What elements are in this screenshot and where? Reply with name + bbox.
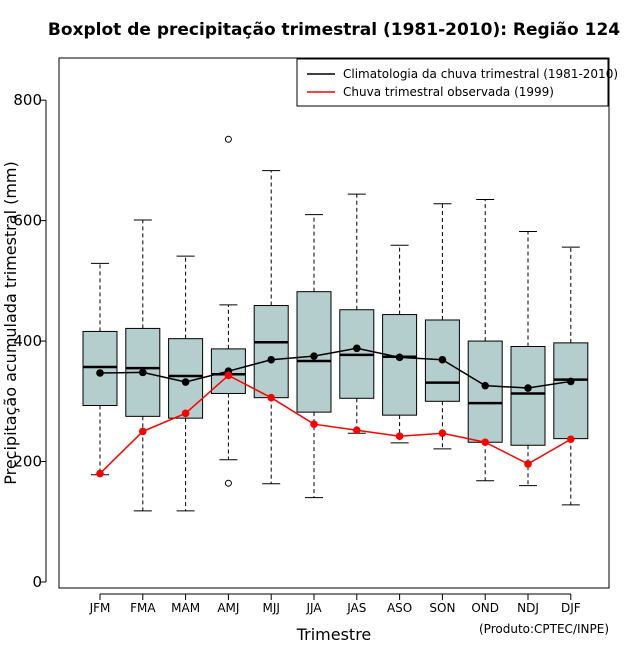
y-axis-title: Precipitação acumulada trimestral (mm) (1, 161, 20, 485)
x-tick-label: SON (429, 601, 455, 615)
y-tick-label: 0 (32, 573, 42, 591)
x-tick-label: NDJ (517, 601, 539, 615)
series-point (96, 369, 104, 377)
y-tick-label: 600 (13, 212, 42, 230)
x-tick-label: JFM (89, 601, 111, 615)
x-tick-label: JJA (305, 601, 322, 615)
box-djf (553, 246, 589, 506)
series-point (267, 355, 276, 364)
y-tick-label: 800 (13, 91, 42, 109)
series-point (567, 435, 575, 444)
series-point (310, 420, 318, 428)
box-iqr (382, 314, 418, 416)
series-point (310, 352, 318, 360)
series-point (438, 355, 447, 364)
series-observed (96, 371, 575, 478)
box-aso (382, 244, 418, 444)
box-jja (296, 214, 332, 499)
series-point (395, 432, 404, 441)
series-point (181, 378, 190, 386)
series-point (438, 429, 447, 438)
x-tick-label: ASO (387, 601, 412, 615)
y-tick-label: 200 (13, 453, 42, 471)
plot-frame (58, 57, 610, 589)
boxes-group (82, 135, 589, 512)
y-tick-label: 400 (13, 332, 42, 350)
series-point (224, 371, 233, 380)
outlier-point (224, 135, 232, 143)
y-axis: 0 200 400 600 800 (13, 91, 47, 591)
box-amj (210, 135, 246, 487)
box-mjj (253, 170, 289, 485)
box-iqr (253, 305, 289, 399)
box-iqr (510, 345, 546, 446)
series-point (267, 393, 276, 402)
legend-box (296, 58, 609, 107)
series-point (181, 409, 190, 418)
box-iqr (296, 291, 332, 413)
box-ndj (510, 230, 546, 487)
series-point (353, 426, 361, 435)
series-line (99, 347, 571, 389)
series-point (567, 377, 575, 386)
series-point (395, 353, 404, 362)
series-lines (96, 344, 575, 478)
series-point (139, 427, 147, 436)
x-axis-title: Trimestre (296, 625, 372, 644)
series-point (96, 469, 104, 478)
series-point (524, 384, 532, 392)
x-tick-label: FMA (130, 601, 156, 615)
x-tick-label: JAS (346, 601, 366, 615)
x-axis: JFM FMA MAM AMJ MJJ JJA JAS ASO SON OND NDJ DJF (89, 593, 581, 615)
box-jas (339, 193, 375, 434)
box-iqr (553, 342, 589, 440)
x-tick-label: OND (471, 601, 499, 615)
series-point (353, 344, 361, 353)
chart-title: Boxplot de precipitação trimestral (1981… (48, 20, 620, 40)
series-climatology (96, 344, 575, 392)
series-point (481, 381, 490, 390)
outlier-point (224, 479, 232, 487)
box-iqr (467, 340, 503, 443)
x-tick-label: MAM (171, 601, 200, 615)
legend-label: Climatologia da chuva trimestral (1981-2… (343, 67, 618, 81)
x-tick-label: MJJ (262, 601, 279, 615)
box-jfm (82, 262, 118, 476)
box-iqr (82, 330, 118, 407)
series-line (99, 374, 572, 475)
legend: Climatologia da chuva trimestral (1981-2… (296, 58, 618, 107)
series-point (139, 368, 147, 377)
x-tick-label: AMJ (217, 601, 239, 615)
box-fma (125, 219, 161, 512)
legend-label: Chuva trimestral observada (1999) (343, 85, 554, 99)
series-point (481, 438, 490, 447)
credit-text: (Produto:CPTEC/INPE) (479, 622, 609, 636)
x-tick-label: DJF (561, 601, 581, 615)
series-point (524, 460, 532, 468)
box-son (424, 203, 460, 450)
